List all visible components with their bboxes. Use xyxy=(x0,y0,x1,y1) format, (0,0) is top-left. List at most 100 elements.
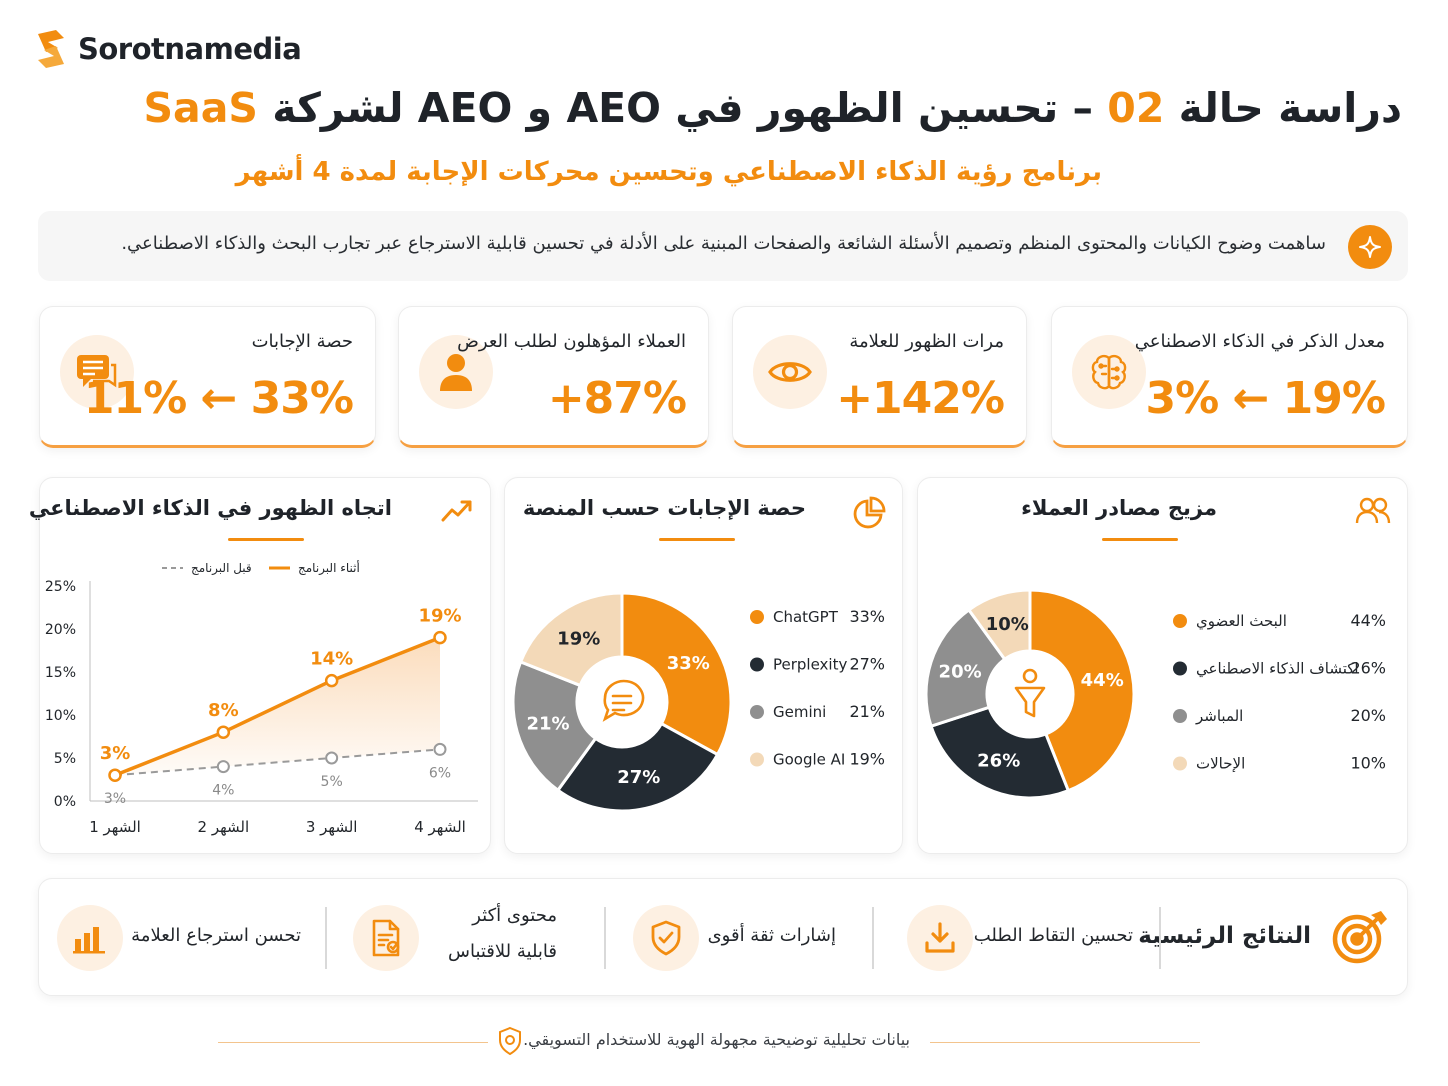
donut-slice xyxy=(924,607,1007,729)
donut-slice xyxy=(1028,588,1136,793)
series-line-during xyxy=(114,635,441,777)
title-highlight: SaaS xyxy=(143,84,258,132)
data-label-during: 19% xyxy=(418,606,461,627)
page-title: دراسة حالة 02 – تحسين الظهور في AEO و AE… xyxy=(144,84,1403,132)
y-tick-label: 5% xyxy=(54,751,76,767)
legend-label: المباشر xyxy=(1195,707,1243,725)
donut-hole xyxy=(990,654,1070,734)
legend-label-during: أثناء البرنامج xyxy=(298,560,360,576)
shield-check-icon xyxy=(633,905,699,971)
legend-dot xyxy=(750,610,764,624)
x-tick-label: الشهر 2 xyxy=(198,818,250,836)
summary-banner: ساهمت وضوح الكيانات والمحتوى المنظم وتصم… xyxy=(38,211,1408,281)
kpi-label: مرات الظهور للعلامة xyxy=(849,331,1004,352)
chat-icon xyxy=(60,335,134,409)
brand-logo: Sorotnamedia xyxy=(34,28,302,70)
divider xyxy=(604,907,606,969)
legend-value: 20% xyxy=(1350,706,1386,725)
data-point-before xyxy=(325,751,339,765)
y-tick-label: 0% xyxy=(54,794,76,810)
slice-label: 21% xyxy=(527,713,570,734)
legend-label-before: قبل البرنامج xyxy=(191,561,252,576)
legend-value: 21% xyxy=(849,702,885,721)
legend-label: Google AI xyxy=(773,751,845,769)
pie-chart-icon xyxy=(852,496,886,534)
brain-icon xyxy=(1072,335,1146,409)
result-text: إشارات ثقة أقوى xyxy=(707,925,836,946)
legend-value: 27% xyxy=(849,655,885,674)
result-text-line2: قابلية للاقتباس xyxy=(447,941,557,962)
title-middle: – تحسين الظهور في AEO و AEO لشركة xyxy=(272,84,1094,132)
slice-label: 20% xyxy=(939,661,982,682)
kpi-card-brand-impressions: مرات الظهور للعلامة +142% xyxy=(732,306,1027,448)
series-line-before xyxy=(114,748,441,777)
data-point-during xyxy=(433,630,447,645)
result-item-trust-signals: إشارات ثقة أقوى xyxy=(617,879,872,997)
kpi-value: +87% xyxy=(547,373,687,424)
legend-item: Perplexity 27% xyxy=(750,655,885,674)
data-label-during: 8% xyxy=(208,700,239,721)
title-number: 02 xyxy=(1107,84,1165,132)
donut-slice xyxy=(511,659,598,793)
chart-title: مزيج مصادر العملاء xyxy=(1021,496,1217,520)
legend-item: الإحالات 10% xyxy=(1173,754,1386,773)
y-tick-label: 10% xyxy=(45,708,76,724)
document-icon xyxy=(353,905,419,971)
footer: بيانات تحليلية توضيحية مجهولة الهوية للا… xyxy=(0,1024,1448,1060)
kpi-card-ai-mention-rate: معدل الذكر في الذكاء الاصطناعي 3% ← 19% xyxy=(1051,306,1408,448)
user-icon xyxy=(419,335,493,409)
legend-label: الإحالات xyxy=(1196,755,1245,773)
legend-dot xyxy=(750,752,764,767)
legend-value: 19% xyxy=(849,750,885,769)
kpi-card-answer-share: حصة الإجابات 11% ← 33% xyxy=(39,306,376,448)
legend: أثناء البرنامج قبل البرنامج xyxy=(162,560,360,576)
kpi-value: 3% ← 19% xyxy=(1145,373,1386,424)
data-point-before xyxy=(216,760,230,774)
kpi-label: العملاء المؤهلون لطلب العرض xyxy=(457,331,686,352)
key-results-card: النتائج الرئيسية تحسين التقاط الطلب إشار… xyxy=(38,878,1408,996)
slice-label: 19% xyxy=(557,628,600,649)
kpi-value: +142% xyxy=(836,373,1005,424)
kpi-label: معدل الذكر في الذكاء الاصطناعي xyxy=(1134,331,1385,352)
legend-value: 10% xyxy=(1350,754,1386,773)
legend-dot xyxy=(750,657,764,672)
y-tick-label: 15% xyxy=(45,665,76,681)
data-point-during xyxy=(108,768,122,782)
legend-item: ChatGPT 33% xyxy=(750,607,885,626)
slice-label: 44% xyxy=(1081,670,1124,691)
data-point-before xyxy=(433,742,447,756)
slice-label: 27% xyxy=(617,767,660,788)
legend-dot xyxy=(1173,709,1187,723)
footer-line-left xyxy=(218,1042,488,1043)
footer-line-right xyxy=(930,1042,1200,1043)
title-underline xyxy=(228,538,304,541)
divider xyxy=(872,907,874,969)
users-icon xyxy=(1355,496,1391,530)
ai-visibility-trend-card: اتجاه الظهور في الذكاء الاصطناعي 0% 5% 10%… xyxy=(29,477,491,854)
brand-name: Sorotnamedia xyxy=(78,32,302,66)
legend-label: البحث العضوي xyxy=(1196,612,1287,631)
legend-item: Google AI 19% xyxy=(750,750,885,769)
sparkle-icon xyxy=(1348,225,1392,269)
result-text: تحسن استرجاع العلامة xyxy=(131,925,301,946)
footer-text: بيانات تحليلية توضيحية مجهولة الهوية للا… xyxy=(523,1030,910,1049)
platform-answer-share-card: حصة الإجابات حسب المنصة 33% 27% 21% 19% Chat… xyxy=(504,477,903,854)
series-area xyxy=(115,637,440,776)
title-underline xyxy=(659,538,735,541)
donut-slice xyxy=(518,591,624,688)
data-label-before: 3% xyxy=(104,791,126,807)
legend-dot xyxy=(750,705,764,719)
result-item-brand-recall: تحسن استرجاع العلامة xyxy=(39,879,325,997)
data-point-during xyxy=(324,673,339,688)
slice-label: 33% xyxy=(667,653,710,674)
title-underline xyxy=(1102,538,1178,541)
legend-label: Perplexity xyxy=(773,656,847,674)
chart-title: حصة الإجابات حسب المنصة xyxy=(522,496,806,520)
logo-mark-icon xyxy=(38,30,64,68)
data-label-before: 5% xyxy=(321,774,343,790)
divider xyxy=(325,907,327,969)
donut-slice xyxy=(929,705,1071,800)
legend-dot xyxy=(1173,661,1187,676)
data-point-during xyxy=(216,725,231,739)
